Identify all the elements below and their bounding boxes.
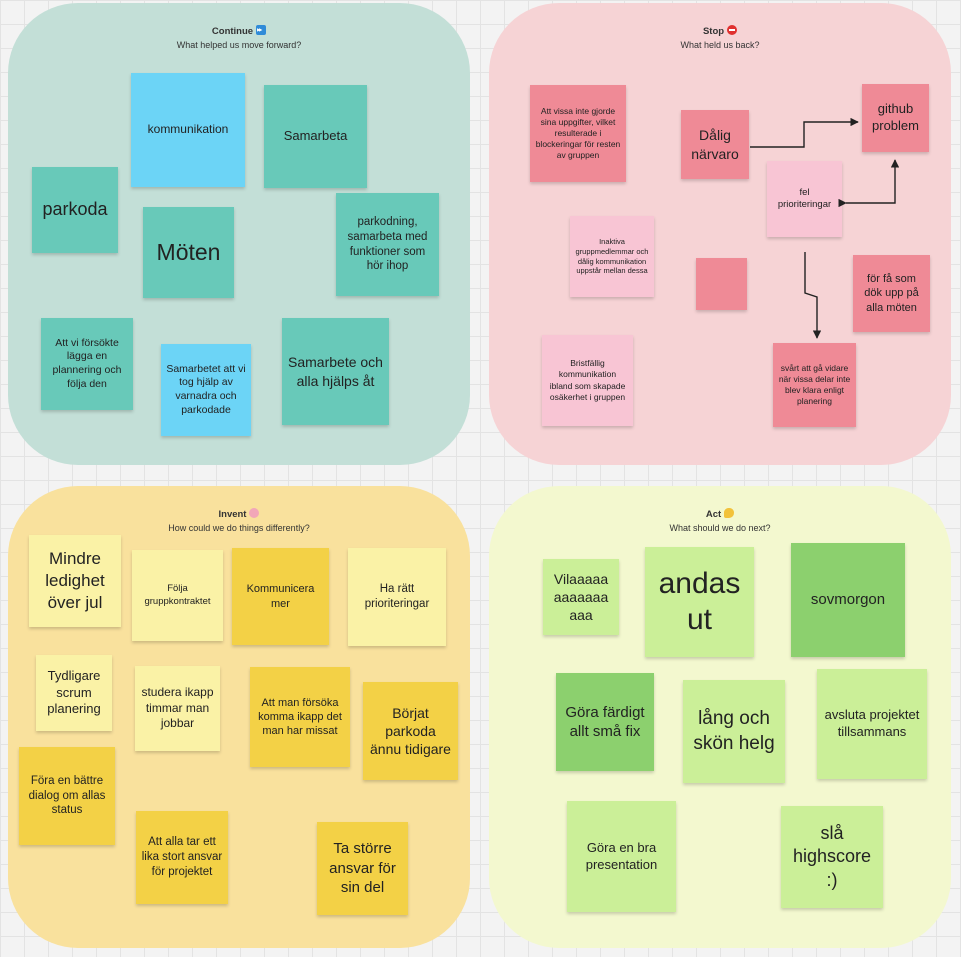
quadrant-header: Invent How could we do things differentl… xyxy=(8,508,470,534)
quadrant-title: Stop xyxy=(702,26,725,37)
quadrant-subtitle: What helped us move forward? xyxy=(176,40,302,50)
arrow-narvaro-to-github xyxy=(750,117,859,148)
sticky-note[interactable]: kommunikation xyxy=(131,73,245,187)
sticky-note[interactable]: Göra en bra presentation xyxy=(567,801,676,912)
fast-forward-icon xyxy=(256,25,267,35)
quadrant-header: Act What should we do next? xyxy=(489,508,951,534)
brain-icon xyxy=(249,508,260,518)
sticky-note[interactable]: Bristfällig kommunikation ibland som ska… xyxy=(542,335,633,426)
sticky-note[interactable]: Ha rätt prioriteringar xyxy=(348,548,446,646)
quadrant-subtitle: What held us back? xyxy=(680,40,760,50)
sticky-note[interactable]: Samarbetet att vi tog hjälp av varnadra … xyxy=(161,344,251,436)
sticky-note[interactable] xyxy=(696,258,747,310)
sticky-note[interactable]: studera ikapp timmar man jobbar xyxy=(135,666,220,751)
sticky-note[interactable]: Möten xyxy=(143,207,234,298)
arrow-prioriteringar-to-svart xyxy=(804,252,822,339)
quadrant-subtitle: How could we do things differently? xyxy=(168,523,310,533)
sticky-note[interactable]: Kommunicera mer xyxy=(232,548,329,645)
sticky-note[interactable]: sovmorgon xyxy=(791,543,905,657)
sticky-note[interactable]: lång och skön helg xyxy=(683,680,785,783)
sticky-note[interactable]: parkoda xyxy=(32,167,118,253)
sticky-note[interactable]: Samarbete och alla hjälps åt xyxy=(282,318,389,425)
sticky-note[interactable]: svårt att gå vidare när vissa delar inte… xyxy=(773,343,856,427)
sticky-note[interactable]: fel prioriteringar xyxy=(767,161,842,237)
quadrant-title: Invent xyxy=(218,509,247,520)
sticky-note[interactable]: Att vissa inte gjorde sina uppgifter, vi… xyxy=(530,85,626,182)
sticky-note[interactable]: Följa gruppkontraktet xyxy=(132,550,223,641)
sticky-note[interactable]: Börjat parkoda ännu tidigare xyxy=(363,682,458,780)
sticky-note[interactable]: github problem xyxy=(862,84,929,152)
sticky-note[interactable]: parkodning, samarbeta med funktioner som… xyxy=(336,193,439,296)
sticky-note[interactable]: Att vi försökte lägga en plannering och … xyxy=(41,318,133,410)
sticky-note[interactable]: andas ut xyxy=(645,547,754,657)
sticky-note[interactable]: slå highscore :) xyxy=(781,806,883,908)
sticky-note[interactable]: Samarbeta xyxy=(264,85,367,188)
sticky-note[interactable]: för få som dök upp på alla möten xyxy=(853,255,930,332)
arrow-prioriteringar-github xyxy=(838,159,900,208)
sticky-note[interactable]: Ta större ansvar för sin del xyxy=(317,822,408,915)
quadrant-header: Continue What helped us move forward? xyxy=(8,25,470,51)
flexed-biceps-icon xyxy=(724,508,735,518)
sticky-note[interactable]: Föra en bättre dialog om allas status xyxy=(19,747,115,845)
sticky-note[interactable]: Att man försöka komma ikapp det man har … xyxy=(250,667,350,767)
sticky-note[interactable]: Mindre ledighet över jul xyxy=(29,535,121,627)
sticky-note[interactable]: Dålig närvaro xyxy=(681,110,749,179)
sticky-note[interactable]: Göra färdigt allt små fix xyxy=(556,673,654,771)
sticky-note[interactable]: Att alla tar ett lika stort ansvar för p… xyxy=(136,811,228,904)
sticky-note[interactable]: Vilaaaaa aaaaaaa aaa xyxy=(543,559,619,635)
sticky-note[interactable]: Tydligare scrum planering xyxy=(36,655,112,731)
quadrant-title: Act xyxy=(705,509,722,520)
sticky-note[interactable]: avsluta projektet tillsammans xyxy=(817,669,927,779)
quadrant-subtitle: What should we do next? xyxy=(669,523,771,533)
no-entry-icon xyxy=(727,25,738,35)
sticky-note[interactable]: Inaktiva gruppmedlemmar och dålig kommun… xyxy=(570,216,654,297)
quadrant-title: Continue xyxy=(211,26,254,37)
quadrant-header: Stop What held us back? xyxy=(489,25,951,51)
